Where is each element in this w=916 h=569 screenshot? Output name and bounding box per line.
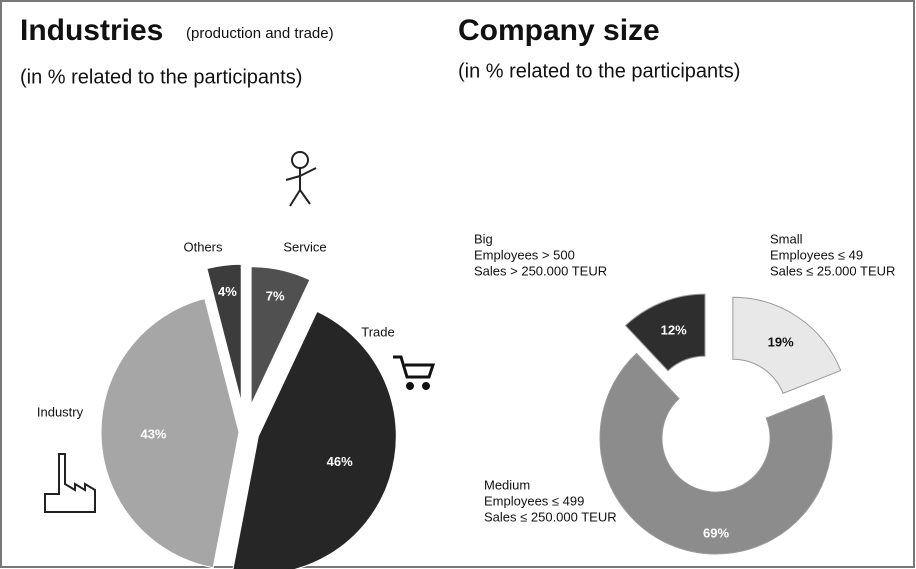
factory-icon (44, 453, 96, 513)
category-label: Big (474, 231, 493, 246)
category-detail: Employees ≤ 499 (484, 493, 584, 508)
category-label: Industry (37, 404, 84, 419)
category-label: Trade (361, 324, 394, 339)
value-label: 7% (266, 288, 285, 303)
pie-slice (232, 310, 397, 569)
category-label: Service (283, 239, 326, 254)
value-label: 12% (661, 323, 687, 338)
donut-segment (624, 293, 706, 372)
category-detail: Employees > 500 (474, 247, 575, 262)
pie-slice (206, 263, 242, 403)
pie-subtitle: (in % related to the participants) (20, 66, 302, 88)
donut-subtitle: (in % related to the participants) (458, 60, 740, 82)
pie-slice (100, 297, 240, 569)
pie-title-note: (production and trade) (186, 25, 334, 42)
pie-slice (250, 266, 311, 405)
category-label: Medium (484, 477, 530, 492)
value-label: 19% (768, 334, 794, 349)
category-label: Others (183, 239, 223, 254)
category-detail: Employees ≤ 49 (770, 247, 863, 262)
value-label: 4% (218, 284, 237, 299)
cart-icon (393, 355, 436, 390)
donut-title: Company size (458, 14, 660, 47)
donut-segment (732, 296, 842, 394)
value-label: 43% (140, 426, 166, 441)
pie-title: Industries (20, 14, 163, 47)
category-detail: Sales ≤ 25.000 TEUR (770, 263, 895, 278)
category-detail: Sales > 250.000 TEUR (474, 263, 607, 278)
category-label: Small (770, 231, 803, 246)
value-label: 69% (703, 525, 729, 540)
value-label: 46% (327, 454, 353, 469)
category-detail: Sales ≤ 250.000 TEUR (484, 509, 617, 524)
worker-icon (285, 151, 317, 207)
donut-segment (599, 352, 833, 555)
